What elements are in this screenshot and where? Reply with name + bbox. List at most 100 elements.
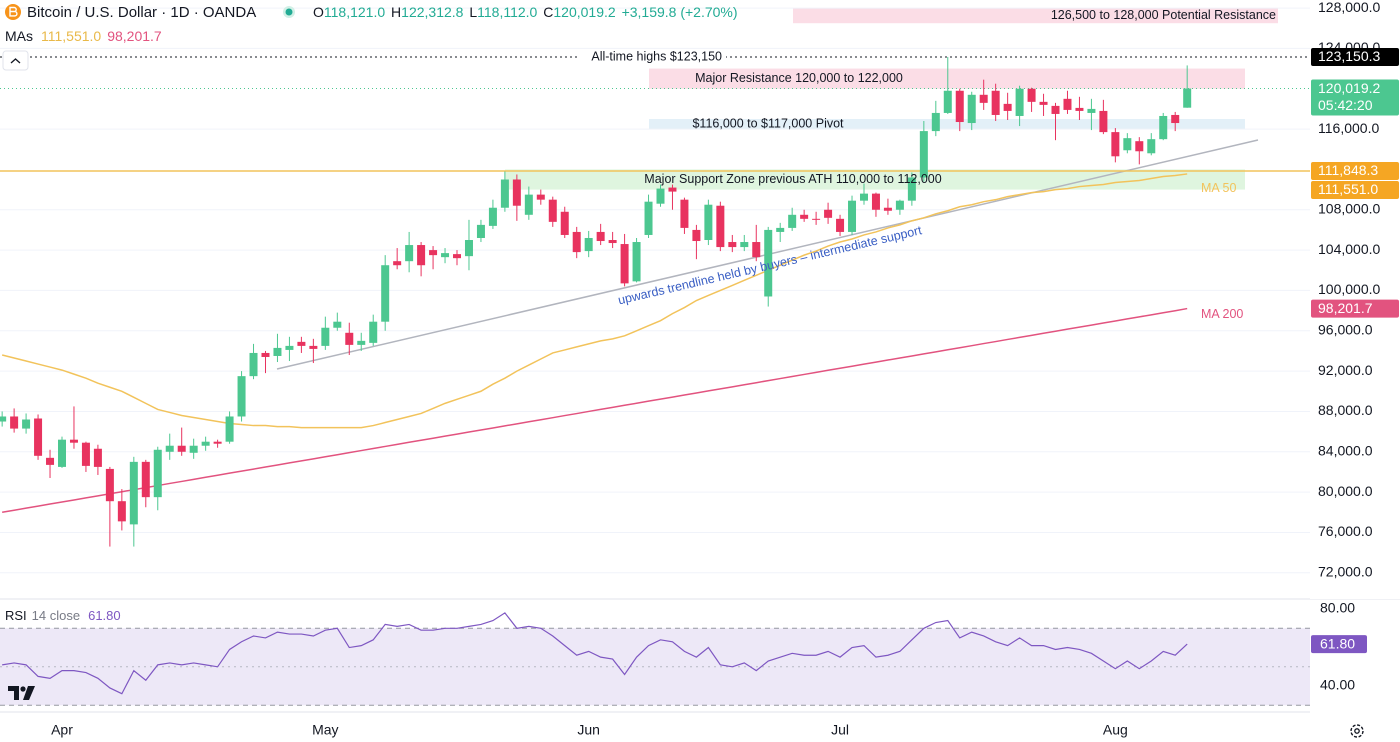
- x-tick-label: Apr: [51, 722, 73, 738]
- bitcoin-icon-glyph: [9, 6, 18, 17]
- candle-body: [441, 253, 450, 258]
- candle-body: [788, 214, 797, 228]
- candle-body: [979, 94, 988, 103]
- candle-body: [129, 461, 138, 525]
- candle-body: [1003, 103, 1012, 111]
- tags-layer: 61.80 123,150.3 120,019.205:42:20 111,848.3…: [1311, 47, 1399, 654]
- settings-icon[interactable]: [1350, 724, 1364, 738]
- candle-body: [1099, 110, 1108, 133]
- settings-icon-center: [1354, 728, 1360, 734]
- candles-layer: [0, 56, 1192, 547]
- price-tag-label: 111,551.0: [1318, 181, 1378, 197]
- rsi-line: [2, 612, 1188, 695]
- candle-body: [69, 439, 78, 443]
- candle-body: [189, 445, 198, 453]
- ohlc-key: H: [391, 4, 401, 20]
- candle-body: [752, 242, 761, 258]
- collapse-chevron: [10, 58, 21, 64]
- candle-body: [644, 201, 653, 235]
- ma-legend-value: 98,201.7: [107, 28, 162, 44]
- ma-label: MA 50: [1201, 181, 1236, 195]
- candle-body: [153, 449, 162, 498]
- candle-body: [333, 321, 342, 328]
- candle-body: [632, 242, 641, 282]
- candle-body: [165, 445, 174, 452]
- candle-body: [393, 261, 402, 266]
- candle-body: [453, 254, 462, 259]
- candle-body: [895, 200, 904, 210]
- candle-body: [836, 218, 845, 232]
- y-tick-label: 108,000.0: [1318, 200, 1380, 216]
- candle-body: [381, 265, 390, 322]
- candle-body: [10, 416, 19, 429]
- price-tag-label: 123,150.3: [1318, 48, 1380, 64]
- y-tick-label: 100,000.0: [1318, 281, 1380, 297]
- candle-body: [1159, 115, 1168, 140]
- logo: [20, 686, 26, 692]
- rsi-value: 61.80: [88, 608, 121, 623]
- candle-body: [297, 341, 306, 346]
- grid-layer: [0, 7, 1310, 574]
- y-tick-label: 76,000.0: [1318, 523, 1373, 539]
- candle-body: [848, 200, 857, 232]
- price-tag: [1311, 47, 1399, 66]
- ma-legend-value: 111,551.0: [41, 28, 101, 44]
- y-tick-label: 96,000.0: [1318, 321, 1373, 337]
- candle-body: [859, 193, 868, 201]
- candle-body: [34, 418, 43, 456]
- candle-body: [177, 445, 186, 452]
- candle-body: [1171, 114, 1180, 124]
- candle-body: [1123, 138, 1132, 151]
- candle-body: [1015, 88, 1024, 116]
- candle-body: [716, 205, 725, 248]
- candle-body: [429, 250, 438, 256]
- zone: [649, 68, 1245, 89]
- candle-body: [596, 231, 605, 242]
- candle-body: [1039, 101, 1048, 105]
- x-tick-label: Jun: [577, 722, 600, 738]
- candle-body: [740, 242, 749, 248]
- candle-body: [536, 194, 545, 200]
- candle-body: [1063, 98, 1072, 110]
- collapse-button[interactable]: [2, 50, 29, 71]
- ath-label: All-time highs $123,150: [591, 49, 722, 63]
- candle-body: [46, 457, 55, 465]
- zones-layer: [505, 8, 1278, 190]
- ma-legend: MAs 111,551.0 98,201.7: [5, 28, 162, 44]
- ohlc-value: 118,121.0: [324, 4, 385, 20]
- candle-body: [524, 194, 533, 215]
- candle-body: [1075, 107, 1084, 111]
- candle-body: [213, 441, 222, 444]
- ohlc-value: 120,019.2: [553, 4, 615, 20]
- ohlc-legend: O118,121.0 H122,312.8 L118,112.0 C120,01…: [313, 4, 738, 20]
- ohlc-value: 122,312.8: [401, 4, 463, 20]
- y-tick-label: 72,000.0: [1318, 563, 1373, 579]
- ath-label-bg: [580, 48, 726, 65]
- candle-body: [991, 90, 1000, 115]
- candle-body: [1087, 108, 1096, 113]
- candle-body: [1027, 88, 1036, 102]
- y-tick-label: 84,000.0: [1318, 442, 1373, 458]
- price-tag-label: 98,201.7: [1318, 300, 1373, 316]
- candle-body: [225, 416, 234, 442]
- candle-body: [931, 112, 940, 132]
- candle-body: [249, 352, 258, 377]
- y-tick-label: 92,000.0: [1318, 362, 1373, 378]
- price-tag-label: 120,019.2: [1318, 80, 1380, 96]
- rsi-legend: RSI 14 close 61.80: [5, 608, 121, 623]
- candle-body: [81, 442, 90, 466]
- ohlc-key: L: [469, 4, 477, 20]
- candle-body: [22, 419, 31, 429]
- candle-body: [369, 321, 378, 343]
- y-tick-label: 116,000.0: [1318, 120, 1379, 136]
- candle-body: [919, 131, 928, 178]
- candle-body: [1147, 139, 1156, 154]
- candle-body: [1051, 105, 1060, 114]
- candle-body: [656, 188, 665, 204]
- candle-body: [584, 237, 593, 252]
- zone: [505, 169, 1245, 190]
- candle-body: [943, 90, 952, 113]
- candle-body: [955, 90, 964, 123]
- candle-body: [704, 204, 713, 241]
- candle-body: [548, 199, 557, 222]
